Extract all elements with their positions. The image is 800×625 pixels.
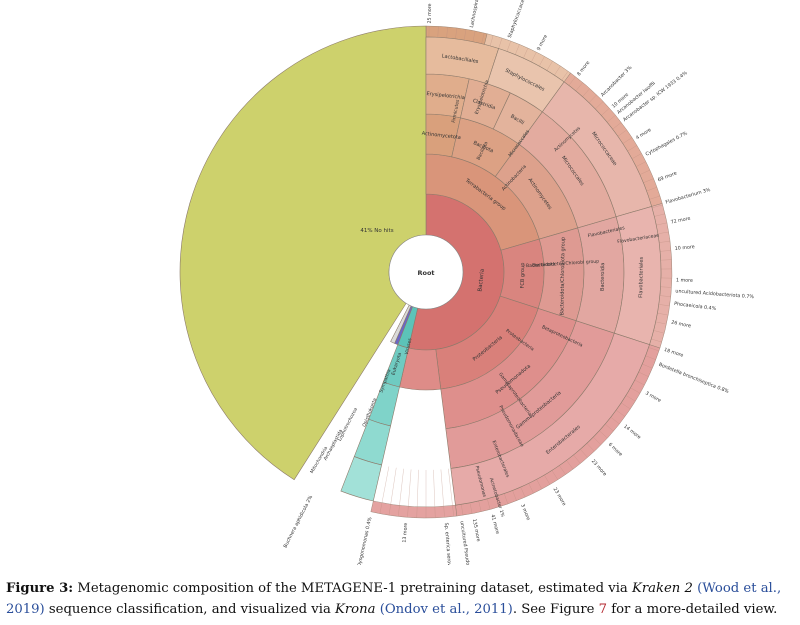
outer-label-0: 25 more <box>427 3 433 23</box>
ring-label-l2-0: Actinomycetota <box>421 131 461 141</box>
inner-label-6: Bacteroidetes/Chlorobi group <box>532 259 599 269</box>
outer-label-18: 26 more <box>671 320 692 330</box>
ring-label-l3-0: Erysipelotrichia <box>426 91 465 101</box>
outer-label-11: 69 more <box>657 170 678 183</box>
taxon-divider <box>440 469 445 518</box>
outer-label-33: Buchnera aphidicola 2% <box>283 494 315 549</box>
outer-label-29: uncultured Pseudomonas 0.4% <box>458 521 474 565</box>
slice-l4-4[interactable] <box>450 332 650 506</box>
caption-label: Figure 3: <box>6 581 74 596</box>
outer-label-30: Sp. enterica serovar Arizonae 0.8% <box>443 522 455 565</box>
outer-label-1: Lachnospiraceae <box>469 0 482 28</box>
caption-ref-wood[interactable]: (Wood et al., 2019) <box>6 581 782 617</box>
outer-label-32: Dysgonomonas 0.4% <box>356 516 373 565</box>
ring-label-l4-3: Flavobacteriales <box>638 256 645 297</box>
outer-label-27: 41 more <box>489 514 500 535</box>
outer-label-21: 3 more <box>644 390 662 403</box>
caption-text-4: for a more-detailed view. <box>607 602 778 617</box>
inner-label-9: Bacteroidota <box>526 261 556 269</box>
taxon-divider <box>407 469 412 518</box>
slice-l3-6[interactable] <box>353 418 391 466</box>
ring-label-l1-1: FCB group <box>520 263 526 289</box>
taxon-divider <box>398 468 404 517</box>
outer-label-3: 9 more <box>536 34 549 52</box>
outer-label-20: Bordetella bronchiseptica 0.8% <box>658 362 730 395</box>
outer-label-17: Phocaeicola 0.4% <box>674 301 717 312</box>
outer-label-14: 10 more <box>675 244 696 252</box>
caption-ref-ondov[interactable]: (Ondov et al., 2011) <box>379 602 513 617</box>
outer-label-10: Cytophagales 0.7% <box>645 130 689 157</box>
caption-tool-krona: Krona <box>335 602 376 617</box>
outer-label-23: 6 more <box>607 442 624 458</box>
outer-label-15: 1 more <box>676 277 693 284</box>
outer-label-19: 18 more <box>663 347 684 359</box>
ring-label-l4-0: Lactobacillales <box>441 53 479 65</box>
label-bacteria: Bacteria <box>477 269 486 292</box>
outer-label-9: 4 more <box>635 127 653 141</box>
outer-label-2: Staphylococcaceae 2% <box>507 0 532 39</box>
root-label: Root <box>417 269 434 277</box>
inner-label-17: Viruses <box>404 337 414 355</box>
taxon-divider <box>416 469 419 518</box>
slice-l4-5[interactable] <box>340 456 382 502</box>
caption-figure-ref[interactable]: 7 <box>598 602 608 617</box>
figure-caption: Figure 3: Metagenomic composition of the… <box>6 578 796 620</box>
taxon-divider <box>379 466 390 514</box>
outer-label-25: 23 more <box>552 487 567 507</box>
caption-text-1: Metagenomic composition of the METAGENE-… <box>73 581 632 596</box>
sunburst-slices <box>179 25 673 519</box>
outer-label-31: 13 more <box>402 522 409 542</box>
caption-tool-kraken: Kraken 2 <box>631 581 693 596</box>
outer-label-26: 3 more <box>519 503 531 521</box>
taxon-divider <box>448 468 454 517</box>
caption-text-2: sequence classification, and visualized … <box>44 602 336 617</box>
caption-text-3: . See Figure <box>512 602 599 617</box>
outer-label-4: 8 more <box>576 60 591 77</box>
outer-label-16: uncultured Acidobacteriota 0.7% <box>675 288 754 300</box>
label-no-hits: 41% No hits <box>360 228 393 234</box>
inner-label-0: Firmicutes <box>451 98 461 123</box>
outer-label-22: 14 more <box>622 424 642 441</box>
taxon-divider <box>388 467 397 516</box>
outer-label-28: 135 more <box>471 518 481 542</box>
ring-label-l2-3: Bacteroidota/Chlorobiota group <box>559 237 566 316</box>
inner-label-22: Archaeplastida <box>323 428 344 461</box>
outer-label-12: Flavobacterium 3% <box>665 187 712 206</box>
outer-label-13: 72 more <box>670 216 691 226</box>
outer-label-8: Arcanobacter sp. ICW 1933 0.4% <box>622 70 689 123</box>
root-node[interactable] <box>388 234 464 310</box>
ring-label-l3-4: Bacteroidia <box>600 263 606 291</box>
outer-label-24: 23 more <box>590 458 608 477</box>
outer-label-5: Arcanobacter 3% <box>600 64 634 98</box>
taxon-divider <box>433 469 436 518</box>
